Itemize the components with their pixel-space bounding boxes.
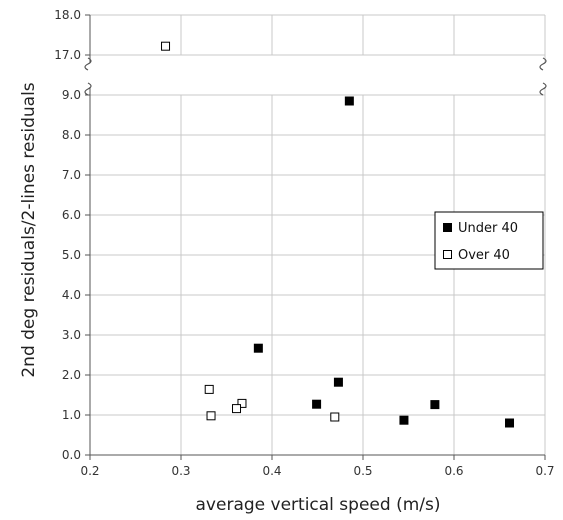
data-point-under-40	[312, 399, 322, 409]
legend-box	[434, 211, 544, 270]
data-point-over-40	[204, 384, 214, 394]
y-tick-label: 6.0	[62, 208, 81, 222]
x-tick-label: 0.3	[171, 464, 190, 478]
axis-break-right	[539, 57, 547, 71]
y-tick-label: 5.0	[62, 248, 81, 262]
y-tick-label: 7.0	[62, 168, 81, 182]
y-tick-label: 3.0	[62, 328, 81, 342]
x-tick-label: 0.5	[353, 464, 372, 478]
axis-break-left	[84, 82, 92, 96]
data-point-under-40	[399, 415, 409, 425]
x-tick-label: 0.7	[535, 464, 554, 478]
axis-break-right	[539, 82, 547, 96]
data-point-under-40	[344, 96, 354, 106]
y-tick-label: 1.0	[62, 408, 81, 422]
data-point-over-40	[232, 404, 242, 414]
legend-marker-over-40	[443, 250, 452, 259]
data-points	[161, 41, 515, 428]
data-point-over-40	[161, 41, 171, 51]
y-tick-label: 17.0	[54, 48, 81, 62]
data-point-under-40	[505, 418, 515, 428]
tick-labels: 0.0 1.0 2.0 3.0 4.0 5.0 6.0 7.0 8.0 9.0 17.0 18.0 0.…	[54, 8, 554, 478]
x-tick-label: 0.2	[80, 464, 99, 478]
legend-label-under-40: Under 40	[458, 221, 518, 236]
legend-label-over-40: Over 40	[458, 248, 510, 263]
x-tick-label: 0.4	[262, 464, 281, 478]
plot-area-lower	[90, 95, 545, 455]
data-point-under-40	[333, 377, 343, 387]
data-point-under-40	[253, 343, 263, 353]
data-point-over-40	[330, 412, 340, 422]
plot-area-upper	[90, 15, 545, 55]
data-point-under-40	[430, 400, 440, 410]
y-tick-label: 8.0	[62, 128, 81, 142]
data-point-over-40	[237, 398, 247, 408]
y-axis-title: 2nd deg residuals/2-lines residuals	[19, 82, 39, 377]
x-tick-label: 0.6	[444, 464, 463, 478]
axis-break-left	[84, 57, 92, 71]
legend: Under 40 Over 40	[434, 211, 544, 270]
y-tick-label: 4.0	[62, 288, 81, 302]
y-tick-label: 9.0	[62, 88, 81, 102]
axes	[84, 14, 547, 460]
y-tick-label: 18.0	[54, 8, 81, 22]
y-tick-label: 0.0	[62, 448, 81, 462]
x-axis-title: average vertical speed (m/s)	[196, 495, 441, 515]
y-tick-label: 2.0	[62, 368, 81, 382]
legend-marker-under-40	[443, 223, 452, 232]
data-point-over-40	[206, 411, 216, 421]
